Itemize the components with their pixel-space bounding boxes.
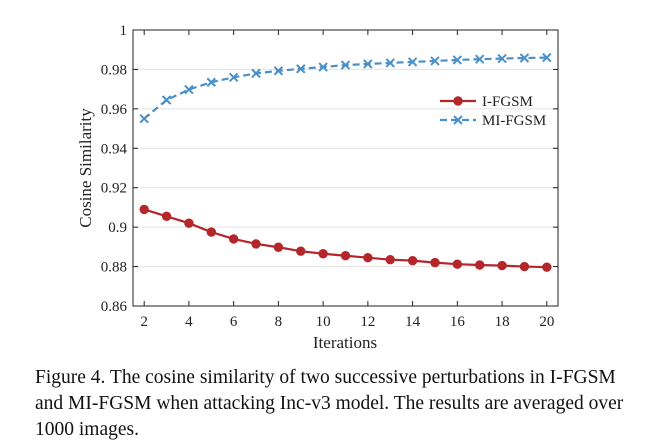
y-tick-label: 0.9 (108, 220, 127, 236)
figure-caption: Figure 4. The cosine similarity of two s… (35, 367, 624, 440)
x-tick-label: 8 (275, 314, 283, 330)
i-fgsm-point (318, 249, 328, 259)
i-fgsm-point (542, 262, 552, 272)
i-fgsm-point (407, 255, 418, 266)
i-fgsm-point (184, 218, 194, 228)
y-axis-label: Cosine Similarity (76, 108, 95, 228)
legend-marker-i-fgsm (453, 96, 463, 106)
mi-fgsm-point (385, 58, 395, 68)
x-axis-label: Iterations (313, 333, 377, 352)
i-fgsm-point (452, 259, 463, 269)
x-tick-label: 10 (316, 314, 331, 330)
i-fgsm-point (340, 251, 351, 261)
legend: I-FGSM MI-FGSM (440, 94, 546, 129)
series-layer (139, 52, 552, 272)
y-tick-label: 0.88 (101, 260, 127, 276)
mi-fgsm-point (139, 114, 149, 124)
i-fgsm-point (251, 239, 261, 249)
i-fgsm-point (228, 234, 239, 244)
mi-fgsm-point (184, 84, 194, 95)
y-tick-label: 0.94 (101, 141, 128, 157)
x-tick-label: 20 (539, 314, 554, 330)
y-tick-label: 0.92 (101, 181, 127, 197)
mi-fgsm-point (542, 52, 552, 63)
grid-lines (133, 68, 558, 268)
y-tick-label: 0.86 (101, 299, 128, 315)
mi-fgsm-point (340, 60, 351, 70)
i-fgsm-point (519, 261, 530, 272)
x-tick-label: 6 (230, 314, 238, 330)
mi-fgsm-point (363, 59, 373, 69)
x-tick-label: 4 (185, 314, 193, 330)
mi-fgsm-point (430, 56, 440, 66)
y-tick-label: 0.96 (101, 102, 128, 118)
i-fgsm-point (161, 211, 172, 222)
y-tick-label: 1 (120, 23, 128, 39)
mi-fgsm-point (206, 77, 216, 87)
x-tick-label: 12 (360, 314, 375, 330)
i-fgsm-point (363, 253, 373, 263)
plot-area (132, 29, 559, 307)
x-tick-label: 16 (450, 314, 466, 330)
legend-marker-mi-fgsm (453, 115, 463, 125)
i-fgsm-point (139, 204, 149, 215)
i-fgsm-point (273, 242, 284, 252)
legend-label-mi-fgsm: MI-FGSM (482, 113, 546, 129)
i-fgsm-point (497, 260, 507, 271)
i-fgsm-point (430, 257, 440, 268)
x-tick-label: 18 (495, 314, 510, 330)
x-tick-label: 2 (140, 314, 148, 330)
i-fgsm-point (475, 260, 485, 270)
mi-fgsm-point (251, 68, 261, 79)
mi-fgsm-point (273, 66, 284, 76)
mi-fgsm-point (452, 55, 463, 65)
legend-label-i-fgsm: I-FGSM (482, 94, 533, 110)
y-tick-label: 0.98 (101, 62, 127, 78)
i-fgsm-point (296, 246, 306, 256)
mi-fgsm-point (228, 72, 239, 83)
mi-fgsm-point (475, 54, 485, 64)
x-tick-label: 14 (405, 314, 421, 330)
mi-fgsm-point (407, 57, 418, 67)
mi-fgsm-point (497, 53, 507, 64)
i-fgsm-point (206, 227, 216, 237)
mi-fgsm-point (519, 53, 530, 63)
i-fgsm-point (385, 254, 395, 265)
mi-fgsm-point (318, 62, 328, 72)
mi-fgsm-point (296, 64, 306, 74)
mi-fgsm-point (161, 95, 172, 105)
